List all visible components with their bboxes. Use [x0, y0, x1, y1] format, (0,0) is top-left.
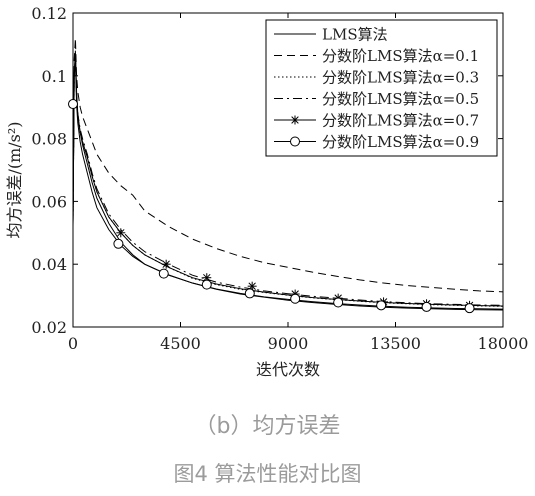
x-tick-label: 18000	[478, 334, 529, 353]
series-marker-5	[68, 99, 78, 110]
x-tick-label: 0	[68, 334, 78, 353]
series-marker-5	[113, 238, 124, 249]
series-marker-5	[201, 279, 212, 290]
series-marker-5	[376, 300, 387, 311]
legend-box	[265, 19, 498, 157]
series-layer	[68, 38, 504, 314]
legend-label: 分数阶LMS算法α=0.9	[322, 133, 479, 151]
legend-marker	[290, 115, 300, 125]
x-axis-label: 迭代次数	[256, 360, 320, 379]
chart-svg: 0 4500 9000 13500 18000 0.02 0.04 0.06 0.08 0.1 0.…	[5, 4, 528, 379]
y-axis-label: 均方误差/(m/s²)	[5, 121, 24, 238]
series-marker-5	[421, 301, 432, 312]
series-marker-5	[244, 288, 255, 299]
y-tick-label: 0.06	[31, 192, 67, 211]
y-tick-label: 0.12	[31, 4, 67, 23]
legend-label: LMS算法	[322, 26, 388, 44]
legend-label: 分数阶LMS算法α=0.5	[322, 90, 479, 108]
x-tick-label: 4500	[160, 334, 201, 353]
figure-subcaption: （b）均方误差	[194, 414, 341, 439]
series-marker-5	[290, 293, 301, 304]
legend-marker	[290, 136, 300, 147]
series-marker-4	[116, 228, 126, 238]
series-marker-4	[161, 259, 171, 269]
y-tick-label: 0.04	[31, 255, 67, 274]
series-line-4	[72, 56, 504, 307]
x-tick-label: 13500	[370, 334, 421, 353]
legend-label: 分数阶LMS算法α=0.7	[322, 112, 479, 130]
legend-label: 分数阶LMS算法α=0.1	[322, 47, 479, 65]
figure-caption: 图4 算法性能对比图	[173, 462, 362, 486]
ticks-layer: 0 4500 9000 13500 18000 0.02 0.04 0.06 0.08 0.1 0.…	[31, 4, 528, 353]
y-tick-label: 0.02	[31, 318, 67, 337]
series-marker-5	[333, 297, 344, 308]
series-marker-5	[158, 268, 169, 279]
y-tick-label: 0.1	[42, 67, 67, 86]
legend-label: 分数阶LMS算法α=0.3	[322, 69, 479, 87]
x-tick-label: 9000	[268, 334, 309, 353]
series-line-3	[72, 53, 504, 306]
series-marker-5	[464, 303, 475, 314]
y-tick-label: 0.08	[31, 130, 67, 149]
